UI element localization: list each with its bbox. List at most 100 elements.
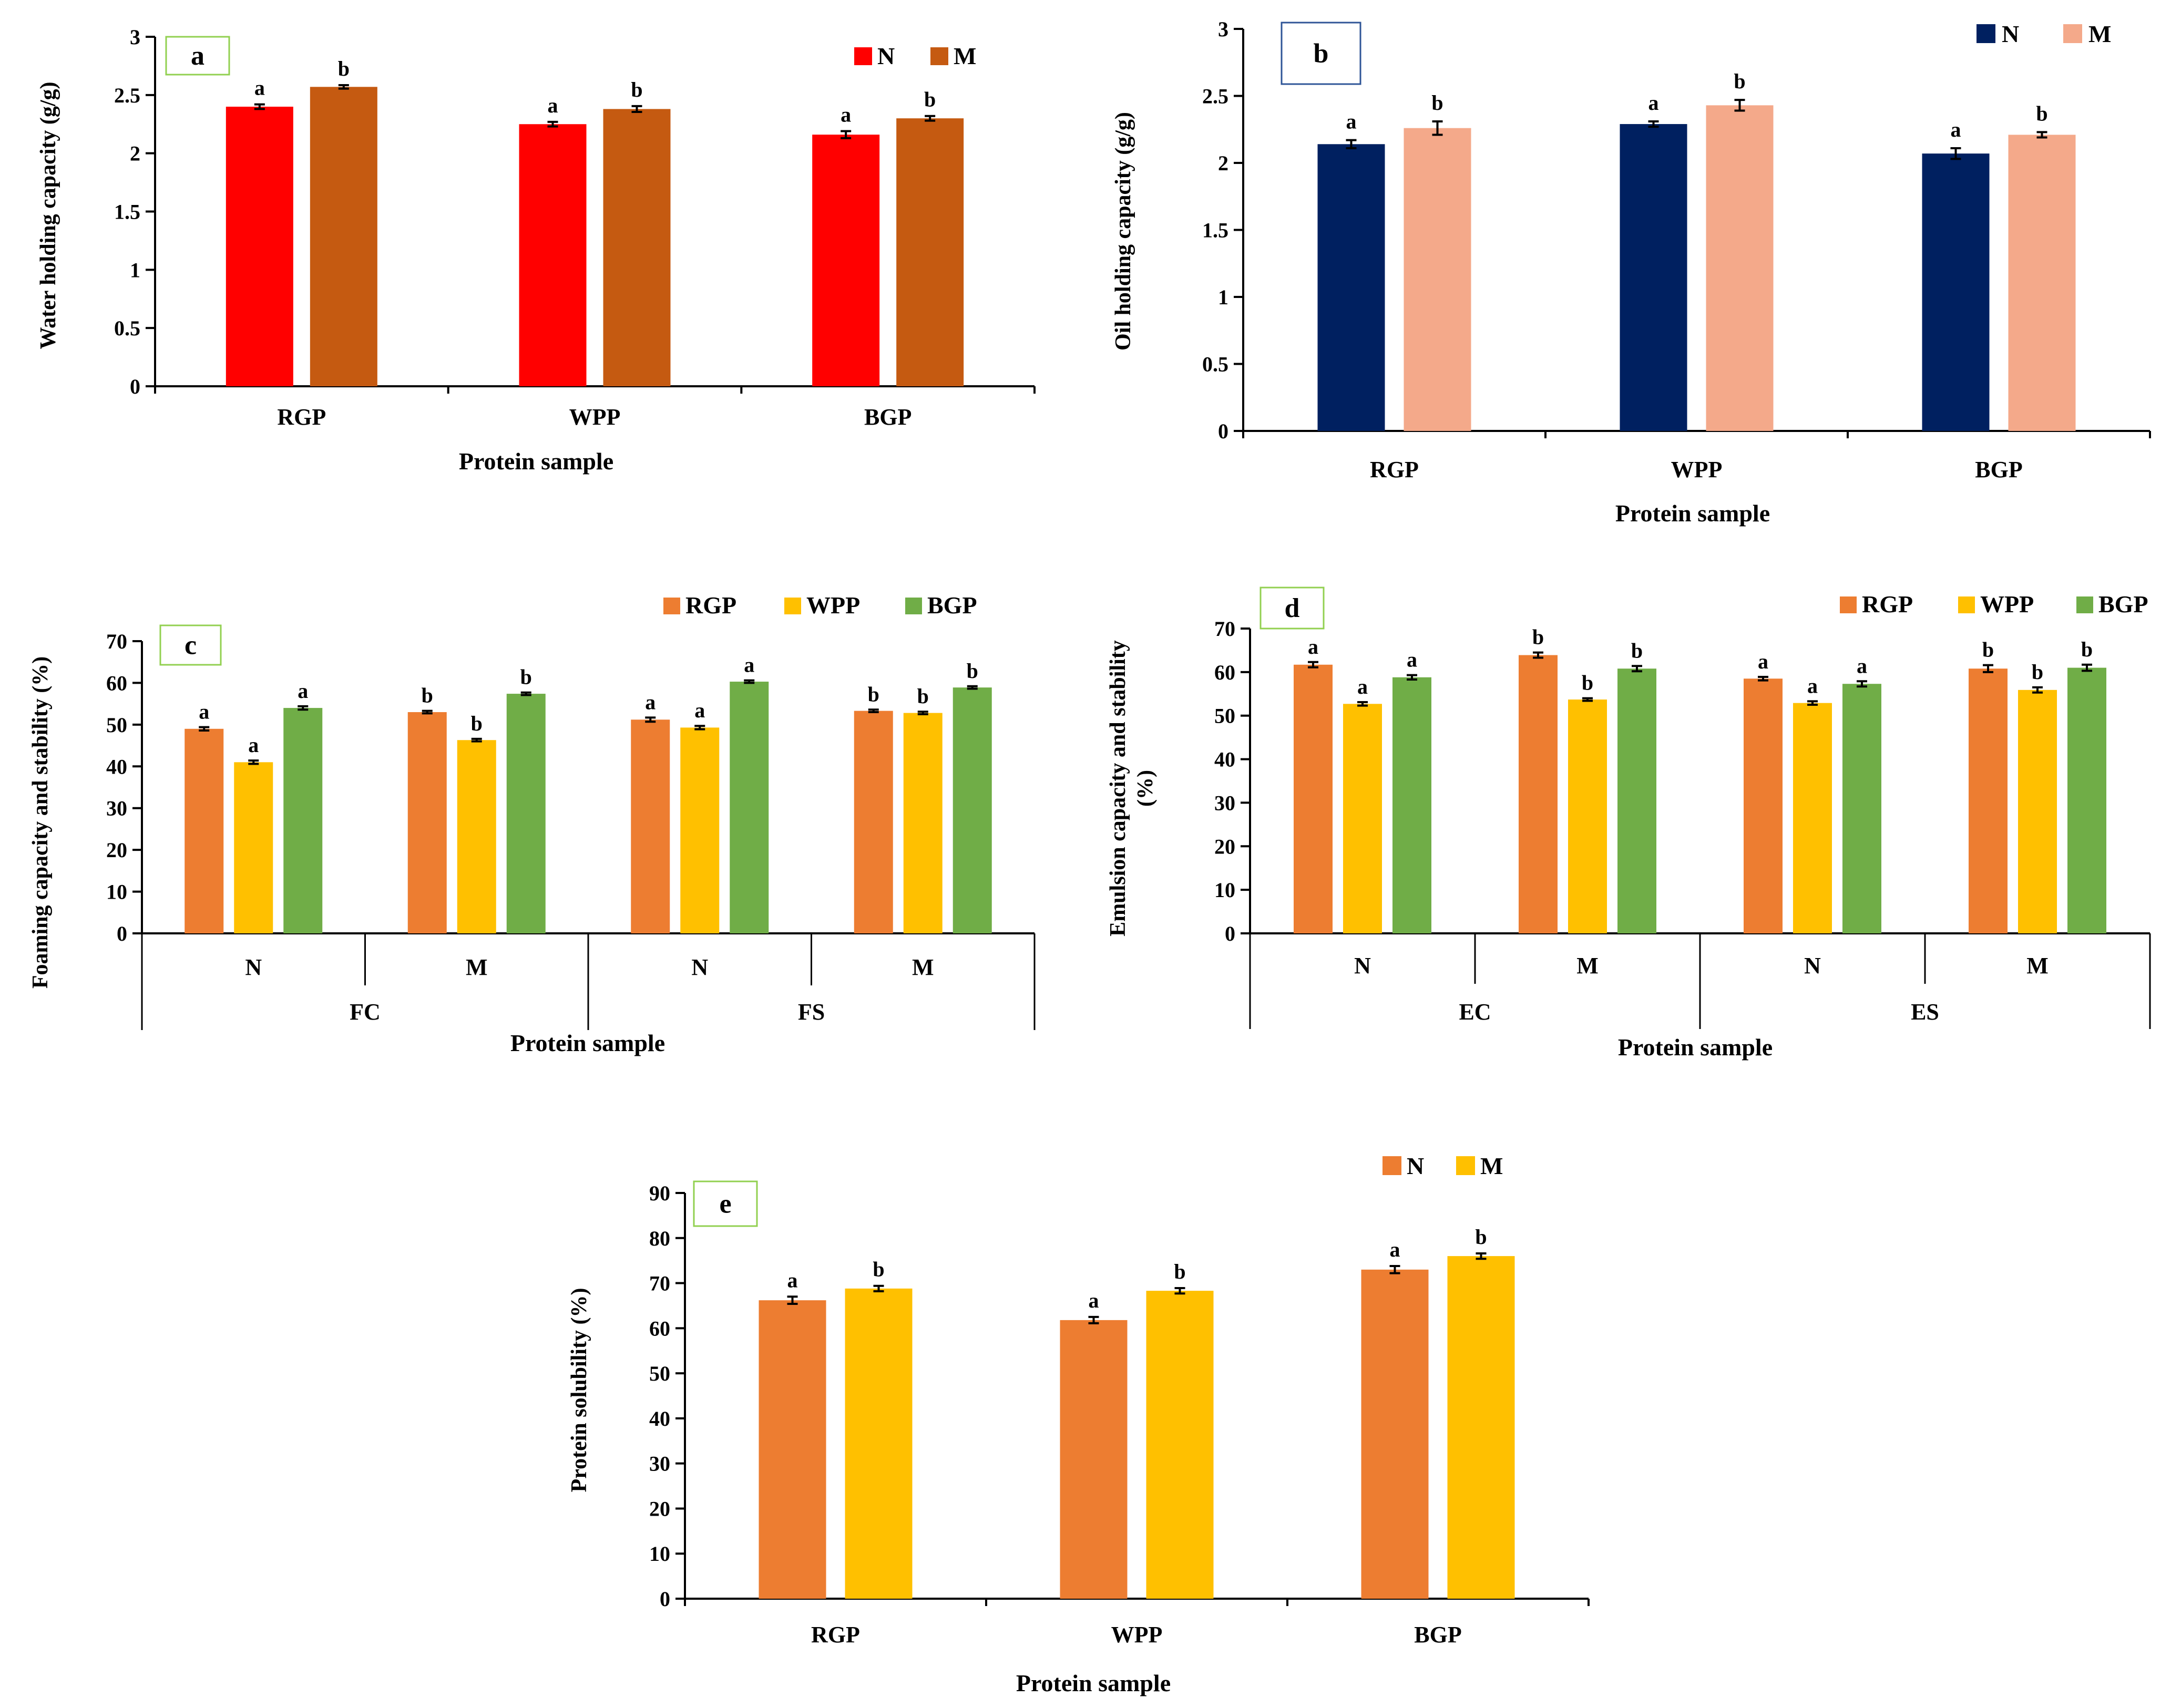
y-tick-label: 3: [1218, 17, 1228, 41]
x-category-label: N: [691, 954, 708, 980]
significance-letter: b: [631, 78, 642, 101]
significance-letter: a: [548, 94, 558, 117]
bar-N-2: [1361, 1269, 1429, 1599]
legend-swatch-WPP: [784, 598, 801, 614]
y-tick-label: 1.5: [1202, 219, 1228, 242]
y-tick-label: 60: [106, 671, 127, 695]
bar-M-0: [310, 87, 377, 387]
bar-N-1: [519, 124, 587, 386]
significance-letter: b: [1631, 639, 1643, 662]
bar-RGP-2: [631, 719, 670, 933]
panel-label-box: [693, 1180, 758, 1227]
legend-swatch-N: [854, 47, 872, 65]
legend-label-M: M: [1480, 1153, 1503, 1179]
y-tick-label: 0: [1225, 922, 1235, 945]
y-axis-title: Water holding capacity (g/g): [36, 81, 60, 349]
legend-swatch-M: [1456, 1156, 1475, 1175]
legend-label-M: M: [2088, 20, 2111, 47]
bar-WPP-1: [1568, 699, 1607, 933]
y-tick-label: 40: [106, 755, 127, 778]
y-tick-label: 70: [106, 630, 127, 653]
bar-BGP-1: [1617, 668, 1656, 933]
significance-letter: b: [1734, 69, 1745, 93]
significance-letter: a: [1407, 648, 1417, 672]
y-tick-label: 60: [1214, 661, 1235, 684]
panel-label: c: [185, 631, 197, 661]
significance-letter: a: [744, 653, 754, 677]
significance-letter: b: [2036, 101, 2047, 125]
significance-letter: a: [841, 103, 851, 127]
bar-BGP-0: [1392, 677, 1431, 933]
significance-letter: b: [1475, 1225, 1487, 1249]
y-axis-title: Protein solubility (%): [567, 1288, 591, 1493]
significance-letter: a: [1390, 1238, 1400, 1261]
y-tick-label: 50: [1214, 704, 1235, 728]
x-category-label: N: [1804, 953, 1821, 979]
y-tick-label: 40: [1214, 748, 1235, 771]
y-tick-label: 70: [649, 1272, 670, 1295]
significance-letter: a: [694, 698, 705, 722]
bar-RGP-0: [1294, 664, 1333, 933]
x-axis-title: Protein sample: [1618, 1034, 1773, 1061]
legend-swatch-WPP: [1958, 596, 1975, 613]
bar-M-0: [1404, 128, 1471, 431]
legend-label-N: N: [877, 43, 895, 69]
y-tick-label: 10: [1214, 878, 1235, 902]
legend-label-BGP: BGP: [927, 592, 977, 619]
group-label-ES: ES: [1911, 999, 1939, 1025]
significance-letter: a: [298, 679, 308, 703]
bar-WPP-0: [234, 762, 273, 933]
significance-letter: a: [248, 733, 259, 757]
bar-M-1: [1146, 1291, 1214, 1599]
x-category-label: M: [912, 954, 934, 980]
y-tick-label: 50: [106, 713, 127, 737]
y-tick-label: 50: [649, 1362, 670, 1385]
y-tick-label: 30: [649, 1452, 670, 1476]
bar-N-2: [812, 135, 880, 386]
x-axis-title: Protein sample: [459, 448, 613, 475]
bar-WPP-2: [680, 727, 720, 933]
legend-swatch-M: [2063, 24, 2082, 43]
x-axis-title: Protein sample: [1016, 1670, 1171, 1696]
legend-label-N: N: [2002, 20, 2019, 47]
bar-M-2: [1447, 1256, 1515, 1599]
legend-swatch-RGP: [663, 598, 680, 614]
bar-WPP-1: [457, 740, 496, 933]
bar-WPP-3: [903, 713, 943, 933]
chart-panel-a: 0 0.5 1 1.5 2 2.5 3 a b RGP a b WPP a b BGP Protein samp…: [36, 25, 1036, 475]
panel-label: a: [191, 41, 204, 71]
significance-letter: a: [199, 700, 209, 724]
significance-letter: b: [873, 1258, 884, 1281]
bar-N-1: [1060, 1320, 1128, 1599]
panel-label-box: [1259, 587, 1325, 630]
x-category-label: N: [1354, 953, 1371, 979]
bar-N-0: [759, 1300, 826, 1599]
panel-label: b: [1314, 39, 1329, 69]
chart-panel-e: 0 10 20 30 40 50 60 70 80 90 a b RGP a b WPP a b BGP Protei…: [567, 1153, 1590, 1696]
y-axis-title-line2: (%): [1133, 770, 1158, 807]
significance-letter: b: [520, 665, 532, 689]
legend-label-M: M: [954, 43, 976, 69]
significance-letter: a: [1648, 91, 1659, 115]
panel-label-box: [165, 36, 230, 76]
significance-letter: b: [1431, 91, 1443, 115]
bar-RGP-3: [1969, 668, 2008, 933]
bar-M-2: [2008, 135, 2076, 431]
significance-letter: b: [924, 88, 936, 111]
significance-letter: a: [254, 76, 265, 100]
x-category-label: RGP: [811, 1622, 860, 1648]
x-category-label: M: [1576, 953, 1599, 979]
y-axis-title: Oil holding capacity (g/g): [1111, 112, 1135, 351]
y-tick-label: 0: [130, 375, 140, 398]
bar-BGP-2: [1842, 684, 1881, 933]
x-category-label: RGP: [277, 404, 326, 430]
legend-label-RGP: RGP: [685, 592, 736, 619]
chart-panel-b: 0 0.5 1 1.5 2 2.5 3 a b RGP a b WPP a b BGP Protein samp…: [1111, 17, 2151, 527]
group-label-EC: EC: [1459, 999, 1491, 1025]
panel-label-box: [159, 624, 222, 666]
significance-letter: b: [868, 682, 879, 706]
y-tick-label: 60: [649, 1316, 670, 1340]
bar-BGP-1: [506, 694, 546, 933]
y-tick-label: 3: [130, 25, 140, 49]
